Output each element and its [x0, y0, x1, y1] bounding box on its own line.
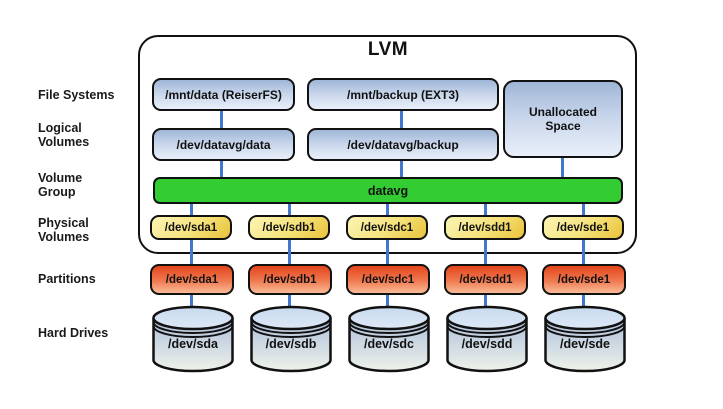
row-label-logical-volumes: Logical Volumes — [38, 121, 90, 149]
row-label-hard-drives: Hard Drives — [38, 326, 109, 340]
hard-drive-label: /dev/sde — [559, 337, 611, 351]
hard-drive-cylinder-icon — [152, 305, 234, 373]
connector-vg-pv-sdc1 — [386, 203, 389, 216]
physical-volume-box-sdb1: /dev/sdb1 — [248, 215, 330, 240]
hard-drive-sdc: /dev/sdc — [346, 302, 432, 378]
partition-box-sda1: /dev/sda1 — [150, 264, 234, 295]
hard-drive-cylinder-icon — [446, 305, 528, 373]
hard-drive-sdb: /dev/sdb — [248, 302, 334, 378]
row-label-physical-volumes: Physical Volumes — [38, 216, 90, 244]
hard-drive-label: /dev/sda — [167, 337, 219, 351]
connector-fs-lv-backup — [400, 105, 403, 130]
partition-box-sde1: /dev/sde1 — [542, 264, 626, 295]
connector-lv-vg-data — [220, 155, 223, 179]
hard-drive-sda: /dev/sda — [150, 302, 236, 378]
connector-pv-partition-sdc1 — [386, 239, 389, 265]
lvm-title: LVM — [367, 39, 409, 60]
connector-vg-pv-sdd1 — [484, 203, 487, 216]
hard-drive-sde: /dev/sde — [542, 302, 628, 378]
physical-volume-box-sdc1: /dev/sdc1 — [346, 215, 428, 240]
connector-pv-partition-sde1 — [582, 239, 585, 265]
hard-drive-label: /dev/sdd — [461, 337, 513, 351]
connector-fs-lv-data — [220, 105, 223, 130]
connector-vg-pv-sdb1 — [288, 203, 291, 216]
connector-partition-drive-sdc — [386, 294, 389, 314]
filesystem-box-mnt-data: /mnt/data (ReiserFS) — [152, 78, 295, 111]
row-label-file-systems: File Systems — [38, 88, 115, 102]
hard-drive-sdd: /dev/sdd — [444, 302, 530, 378]
connector-pv-partition-sdb1 — [288, 239, 291, 265]
hard-drive-label: /dev/sdc — [363, 337, 415, 351]
logical-volume-box-backup: /dev/datavg/backup — [307, 128, 499, 161]
partition-box-sdb1: /dev/sdb1 — [248, 264, 332, 295]
hard-drive-cylinder-icon — [544, 305, 626, 373]
filesystem-box-mnt-backup: /mnt/backup (EXT3) — [307, 78, 499, 111]
hard-drive-cylinder-icon — [250, 305, 332, 373]
connector-unallocated-vg — [561, 156, 564, 179]
partition-box-sdd1: /dev/sdd1 — [444, 264, 528, 295]
physical-volume-box-sdd1: /dev/sdd1 — [444, 215, 526, 240]
connector-partition-drive-sda — [190, 294, 193, 314]
connector-vg-pv-sda1 — [190, 203, 193, 216]
connector-lv-vg-backup — [400, 155, 403, 179]
row-label-volume-group: Volume Group — [38, 171, 83, 199]
connector-vg-pv-sde1 — [582, 203, 585, 216]
logical-volume-box-data: /dev/datavg/data — [152, 128, 295, 161]
volume-group-bar: datavg — [153, 177, 623, 204]
connector-pv-partition-sda1 — [190, 239, 193, 265]
physical-volume-box-sde1: /dev/sde1 — [542, 215, 624, 240]
partition-box-sdc1: /dev/sdc1 — [346, 264, 430, 295]
hard-drive-label: /dev/sdb — [265, 337, 317, 351]
row-label-partitions: Partitions — [38, 272, 96, 286]
hard-drive-cylinder-icon — [348, 305, 430, 373]
connector-partition-drive-sdd — [484, 294, 487, 314]
unallocated-space-box: Unallocated Space — [503, 80, 623, 158]
connector-partition-drive-sde — [582, 294, 585, 314]
connector-partition-drive-sdb — [288, 294, 291, 314]
physical-volume-box-sda1: /dev/sda1 — [150, 215, 232, 240]
connector-pv-partition-sdd1 — [484, 239, 487, 265]
